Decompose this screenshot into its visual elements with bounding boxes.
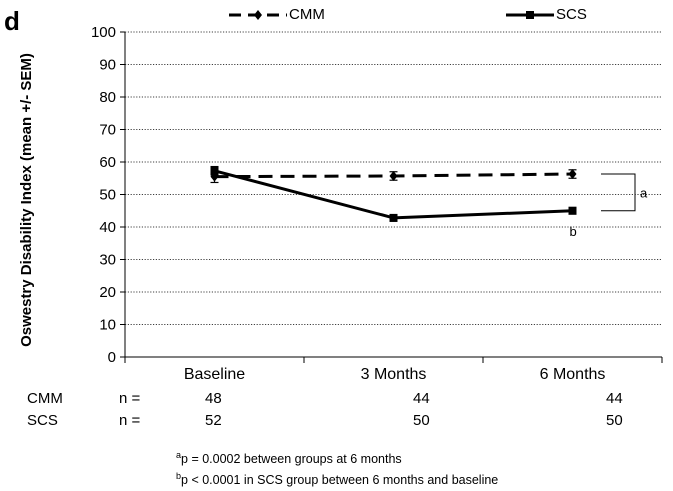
annotation-label-b: b	[570, 224, 577, 239]
n-prefix-scs: n =	[119, 412, 141, 429]
n-value-cmm-baseline: 48	[205, 390, 222, 407]
footnote-b-mark: b	[176, 471, 182, 481]
x-tick-label-6-months: 6 Months	[540, 366, 606, 383]
y-tick-label-50: 50	[99, 187, 116, 204]
footnote-a: ap = 0.0002 between groups at 6 months	[176, 450, 402, 466]
y-tick-label-30: 30	[99, 252, 116, 269]
footnote-b: bp < 0.0001 in SCS group between 6 month…	[176, 471, 498, 487]
point-scs-1	[389, 213, 398, 222]
point-scs-2	[568, 206, 577, 215]
n-value-scs-baseline: 52	[205, 412, 222, 429]
x-tick-label-3-months: 3 Months	[361, 366, 427, 383]
legend-marker-cmm	[254, 10, 262, 20]
y-tick-label-80: 80	[99, 89, 116, 106]
n-value-scs-3months: 50	[413, 412, 430, 429]
y-tick-label-0: 0	[108, 349, 116, 366]
x-tick-label-baseline: Baseline	[184, 366, 245, 383]
y-tick-label-20: 20	[99, 284, 116, 301]
footnote-a-text: p = 0.0002 between groups at 6 months	[181, 452, 402, 466]
n-value-cmm-3months: 44	[413, 390, 430, 407]
annotation-label-a: a	[640, 185, 648, 200]
point-cmm-1	[389, 170, 398, 181]
n-row-label-cmm: CMM	[27, 390, 63, 407]
legend-label-cmm: CMM	[289, 6, 325, 23]
footnote-b-text: p < 0.0001 in SCS group between 6 months…	[181, 473, 499, 487]
n-row-label-scs: SCS	[27, 412, 58, 429]
y-tick-label-40: 40	[99, 219, 116, 236]
point-cmm-2	[568, 169, 577, 180]
footnote-a-mark: a	[176, 450, 182, 460]
point-scs-0	[210, 166, 219, 175]
y-tick-label-10: 10	[99, 317, 116, 334]
y-tick-label-90: 90	[99, 57, 116, 74]
annotation-bracket-a	[601, 173, 636, 212]
n-prefix-cmm: n =	[119, 390, 141, 407]
legend-marker-scs	[526, 11, 534, 19]
n-value-scs-6months: 50	[606, 412, 623, 429]
panel-letter: d	[4, 6, 20, 36]
legend-label-scs: SCS	[556, 6, 587, 23]
y-tick-label-60: 60	[99, 154, 116, 171]
n-value-cmm-6months: 44	[606, 390, 623, 407]
y-tick-label-100: 100	[91, 24, 116, 41]
y-tick-label-70: 70	[99, 122, 116, 139]
